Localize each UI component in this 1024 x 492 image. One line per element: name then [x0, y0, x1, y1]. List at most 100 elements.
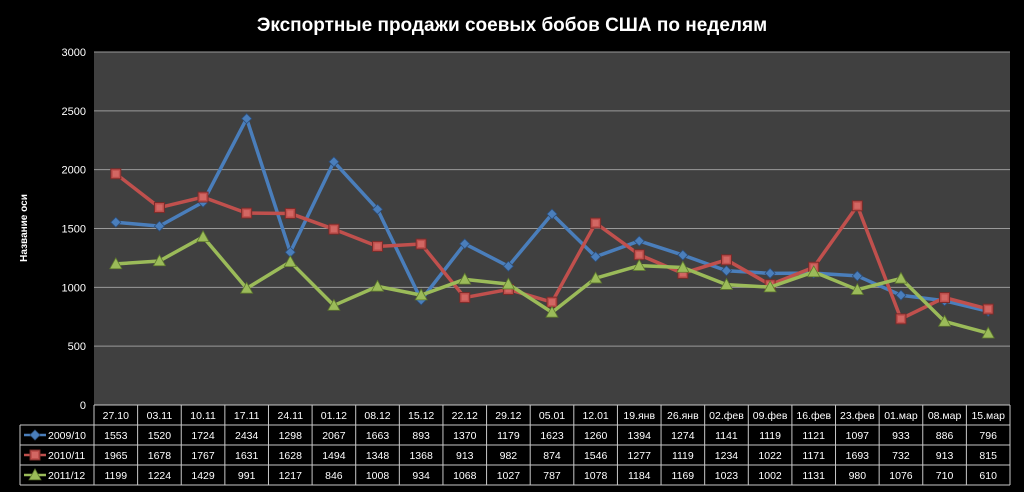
data-point [110, 216, 122, 228]
table-cell-value: 1965 [104, 450, 128, 462]
legend-marker [29, 449, 41, 461]
data-point [241, 113, 253, 125]
data-point [545, 305, 559, 318]
table-cell-value: 893 [412, 430, 430, 442]
data-point [109, 257, 123, 270]
legend-label: 2011/12 [48, 470, 85, 482]
data-point [590, 251, 602, 263]
table-cell-value: 1008 [366, 470, 390, 482]
table-cell-value: 1131 [802, 470, 825, 482]
table-cell-value: 1121 [802, 430, 825, 442]
data-point [414, 288, 428, 301]
data-point [501, 277, 516, 290]
data-point-shine [330, 226, 337, 233]
table-cell-value: 874 [543, 450, 561, 462]
legend-label: 2009/10 [48, 430, 86, 442]
x-tick-label: 15.мар [971, 410, 1005, 422]
table-cell-value: 1623 [540, 430, 564, 442]
data-point [372, 240, 384, 252]
table-cell-value: 1199 [105, 470, 128, 482]
data-point [459, 292, 471, 304]
data-point-shine [287, 210, 294, 217]
legend-marker-shine [32, 452, 38, 458]
table-cell-value: 1678 [148, 450, 172, 462]
legend-marker [29, 429, 41, 441]
table-cell-value: 1767 [191, 450, 215, 462]
data-point-shine [941, 294, 948, 301]
table-cell-value: 980 [849, 470, 867, 482]
data-point [981, 326, 995, 339]
data-point [895, 289, 907, 301]
data-point [633, 235, 645, 247]
data-point [807, 265, 821, 278]
data-point [719, 277, 734, 290]
chart-title: Экспортные продажи соевых бобов США по н… [257, 15, 767, 36]
data-point [239, 281, 254, 294]
x-tick-label: 15.12 [408, 410, 434, 422]
table-cell-value: 710 [936, 470, 954, 482]
table-cell-value: 1693 [846, 450, 870, 462]
data-point [502, 260, 514, 272]
legend-marker [28, 468, 42, 481]
data-point [850, 282, 865, 295]
table-cell-value: 2434 [235, 430, 259, 442]
table-cell-value: 913 [936, 450, 954, 462]
table-cell-value: 1429 [191, 470, 215, 482]
table-cell-value: 1546 [584, 450, 608, 462]
data-point [851, 200, 863, 212]
data-point-shine [505, 286, 512, 293]
data-point [676, 260, 690, 273]
data-point [764, 267, 776, 279]
data-point [459, 238, 471, 250]
data-point [720, 265, 733, 277]
table-cell-value: 1260 [584, 430, 608, 442]
table-cell-value: 1022 [758, 450, 782, 462]
table-cell-value: 1169 [672, 470, 695, 482]
y-tick-label: 3000 [62, 47, 86, 59]
data-point-shine [156, 204, 163, 211]
data-point [588, 271, 603, 284]
table-cell-value: 1628 [279, 450, 303, 462]
x-tick-label: 17.11 [234, 410, 260, 422]
x-tick-label: 03.11 [147, 410, 173, 422]
y-tick-label: 500 [68, 341, 86, 353]
table-cell-value: 1141 [715, 430, 738, 442]
data-point [152, 254, 167, 267]
x-tick-label: 29.12 [495, 410, 521, 422]
data-point [458, 272, 472, 285]
data-point-shine [418, 241, 425, 248]
table-cell-value: 1298 [279, 430, 303, 442]
data-point [327, 298, 341, 311]
data-point-shine [549, 299, 555, 306]
table-cell-value: 1068 [453, 470, 477, 482]
data-point-shine [679, 270, 686, 277]
data-point-shine [897, 315, 904, 322]
x-tick-label: 23.фев [840, 410, 875, 422]
table-cell-value: 1076 [889, 470, 913, 482]
plot-layer: 0 500 1000 1500 2000 2500 3000 27.10 03.11 10.11 1… [19, 47, 1011, 486]
data-point-shine [200, 194, 207, 201]
table-cell-value: 1368 [409, 450, 433, 462]
y-tick-label: 1500 [62, 224, 86, 236]
data-point [153, 220, 165, 232]
table-cell-value: 815 [979, 450, 997, 462]
data-point [939, 292, 951, 304]
table-cell-value: 1027 [497, 470, 521, 482]
table-cell-value: 1023 [715, 470, 739, 482]
table-cell-value: 1631 [235, 450, 259, 462]
table-cell-value: 1724 [191, 430, 215, 442]
data-point [153, 202, 165, 214]
x-tick-label: 16.фев [796, 410, 831, 422]
data-point [851, 270, 863, 282]
x-tick-label: 02.фев [709, 410, 744, 422]
table-cell-value: 1002 [758, 470, 782, 482]
x-tick-label: 10.11 [190, 410, 216, 422]
x-tick-label: 08.мар [928, 410, 962, 422]
table-cell-value: 1171 [802, 450, 825, 462]
table-cell-value: 2067 [322, 430, 346, 442]
x-tick-label: 26.янв [667, 410, 699, 422]
data-point [241, 207, 253, 219]
table-cell-value: 1553 [104, 430, 128, 442]
